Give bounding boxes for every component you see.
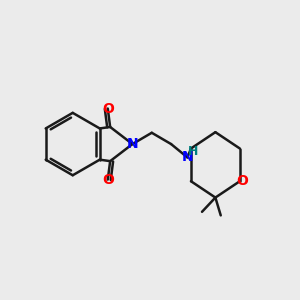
Text: H: H (188, 145, 198, 158)
Text: N: N (127, 137, 138, 151)
Text: N: N (182, 150, 193, 164)
Text: O: O (102, 101, 114, 116)
Text: O: O (236, 174, 248, 188)
Text: O: O (102, 172, 114, 187)
